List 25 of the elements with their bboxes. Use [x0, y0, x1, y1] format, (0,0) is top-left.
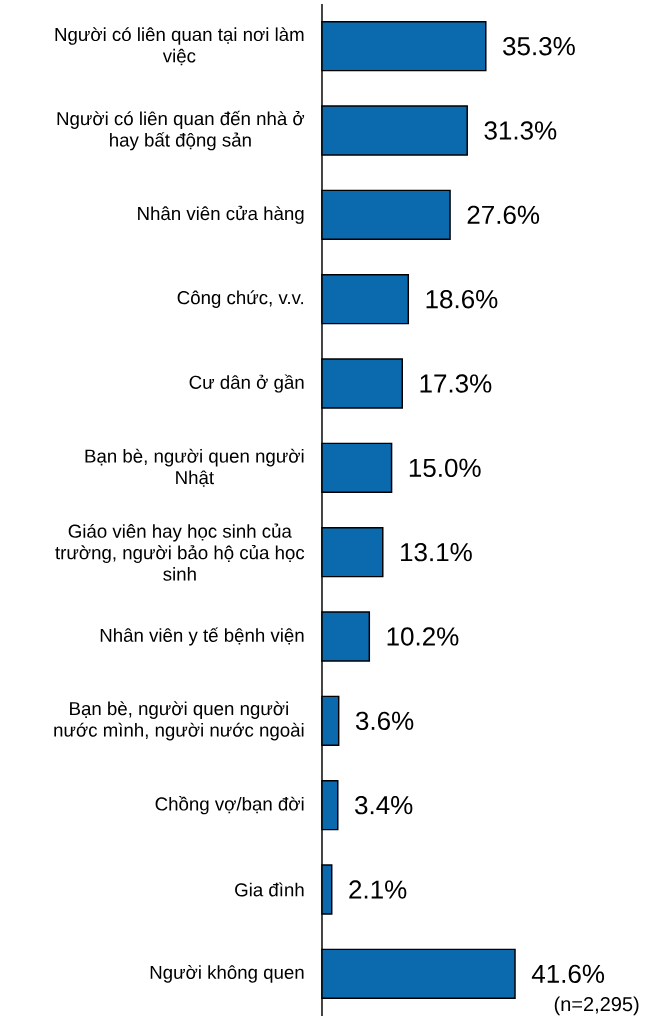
y-tick-label: Chồng vợ/bạn đời	[155, 796, 304, 815]
y-tick-label: Gia đình	[235, 882, 304, 897]
data-label: 10.2%	[387, 627, 459, 646]
y-tick-label: Bạn bè, người quen người Nhật	[85, 448, 304, 487]
y-tick-label: Nhân viên cửa hàng	[138, 205, 304, 224]
text: (n=2,295)	[554, 996, 639, 1016]
y-tick-label: Nhân viên y tế bệnh viện	[100, 627, 304, 646]
data-label: 15.0%	[409, 458, 481, 478]
y-tick-label: Công chức, v.v.	[177, 290, 304, 308]
data-label: 41.6%	[531, 964, 605, 984]
y-tick-label: Cư dân ở gần	[189, 374, 304, 393]
y-tick-label: Bạn bè, người quen người nước mình, người nước ngoài	[54, 701, 304, 741]
data-label: 3.6%	[355, 711, 414, 731]
data-label: 35.3%	[503, 36, 575, 56]
data-label: 17.3%	[420, 374, 492, 393]
data-label: 2.1%	[349, 880, 407, 899]
data-label: 18.6%	[426, 289, 498, 309]
y-tick-label: Người có liên quan tại nơi làm việc	[55, 27, 304, 66]
data-label: 13.1%	[401, 542, 472, 562]
y-tick-label: Người không quen	[150, 965, 304, 983]
y-tick-label: Người có liên quan đến nhà ở hay bất động sản	[57, 110, 305, 151]
data-label: 27.6%	[467, 205, 540, 225]
data-label: 3.4%	[355, 795, 413, 815]
data-label: 31.3%	[484, 121, 557, 140]
y-tick-label: Giáo viên hay học sinh của trường, người bảo hộ của học sinh	[55, 523, 305, 581]
